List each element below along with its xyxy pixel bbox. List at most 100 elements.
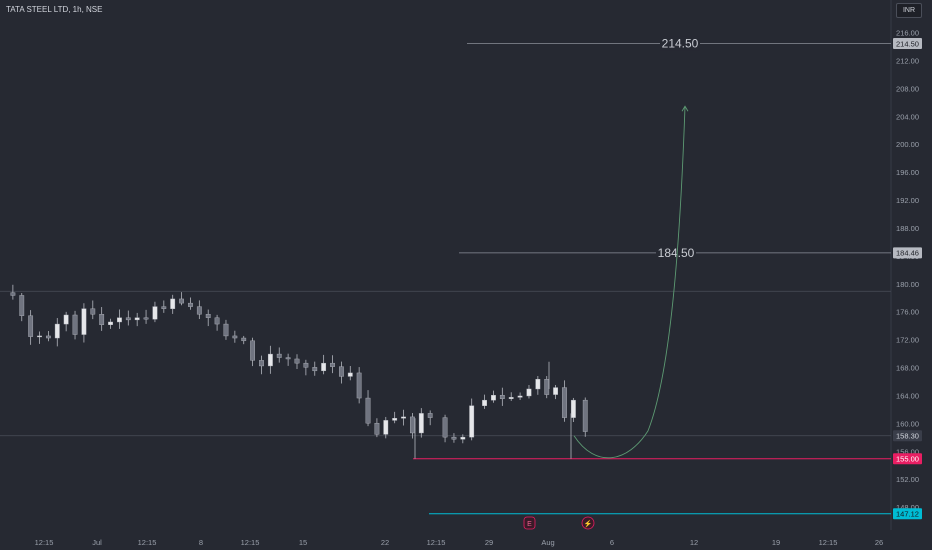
x-tick-label: 26: [875, 538, 883, 547]
candle-body: [451, 436, 457, 440]
candle-body: [392, 418, 398, 421]
candle-body: [72, 314, 78, 335]
candle-body: [303, 362, 309, 368]
candle-body: [460, 436, 466, 440]
candle-body: [442, 417, 448, 438]
level-label-bg: [656, 245, 696, 260]
candle-body: [125, 317, 131, 321]
y-tick-label: 188.00: [896, 224, 919, 233]
y-tick-label: 200.00: [896, 140, 919, 149]
x-tick-label: 19: [772, 538, 780, 547]
axis-tag-214-bg: [893, 37, 922, 49]
candle-body: [570, 399, 576, 418]
candle-body: [63, 314, 69, 325]
projection-curve: [573, 106, 686, 459]
candle-body: [418, 413, 424, 434]
candle-body: [347, 372, 353, 377]
candle-body: [499, 395, 505, 399]
projection-arrowhead: [681, 105, 689, 112]
candle-body: [374, 422, 380, 435]
axis-tag-214: 214.50: [896, 39, 919, 48]
candle-body: [179, 298, 184, 304]
y-tick-label: 208.00: [896, 84, 919, 93]
candle-body: [562, 387, 567, 418]
axis-tag-last-bg: [893, 430, 922, 442]
candle-body: [152, 306, 158, 320]
candle-body: [188, 302, 193, 307]
axis-tag-184: 184.46: [896, 249, 919, 258]
y-tick-label: 164.00: [896, 391, 919, 400]
axis-tag-low-bg: [893, 508, 922, 520]
y-tick-label: 192.00: [896, 196, 919, 205]
candle-body: [54, 323, 60, 339]
candle-body: [508, 397, 514, 399]
candle-body: [37, 335, 42, 338]
x-tick-label: 6: [610, 538, 614, 547]
candle-body: [427, 413, 433, 418]
target-label-high: 214.50: [662, 36, 699, 50]
x-tick-label: 12:15: [427, 538, 446, 547]
candle-body: [294, 358, 300, 364]
axis-tag-low: 147.12: [896, 510, 919, 519]
y-tick-label: 152.00: [896, 475, 919, 484]
x-tick-label: Aug: [541, 538, 554, 547]
candle-body: [482, 399, 487, 406]
candle-body: [259, 360, 264, 367]
candle-body: [526, 388, 532, 397]
y-tick-label: 148.00: [896, 503, 919, 512]
candle-body: [99, 314, 105, 325]
candle-body: [241, 337, 247, 342]
y-tick-label: 156.00: [896, 447, 919, 456]
y-tick-label: 212.00: [896, 56, 919, 65]
x-tick-label: 12:15: [138, 538, 157, 547]
candle-body: [214, 317, 220, 325]
candle-body: [250, 340, 256, 361]
y-tick-label: 204.00: [896, 112, 919, 121]
x-tick-label: 12: [690, 538, 698, 547]
candle-body: [321, 362, 327, 372]
candle-body: [28, 315, 34, 337]
candle-body: [205, 314, 211, 318]
candle-body: [90, 308, 96, 315]
candle-body: [356, 372, 362, 399]
candle-body: [330, 362, 335, 367]
x-tick-label: 22: [381, 538, 389, 547]
candle-body: [553, 387, 559, 395]
currency-button[interactable]: INR: [896, 3, 922, 18]
axis-tag-last: 158.30: [896, 432, 919, 441]
y-tick-label: 172.00: [896, 336, 919, 345]
candle-body: [410, 416, 415, 434]
y-tick-label: 168.00: [896, 364, 919, 373]
level-label-bg: [660, 36, 700, 51]
x-tick-label: Jul: [92, 538, 102, 547]
candle-body: [267, 353, 273, 367]
symbol-header: TATA STEEL LTD, 1h, NSE: [6, 5, 103, 14]
x-tick-label: 12:15: [241, 538, 260, 547]
candle-body: [45, 335, 51, 339]
candle-body: [469, 405, 475, 438]
candle-body: [285, 357, 291, 360]
candle-body: [223, 323, 229, 337]
x-tick-label: 12:15: [35, 538, 54, 547]
axis-tag-support-bg: [893, 453, 922, 465]
candle-body: [134, 317, 140, 321]
candle-body: [117, 317, 122, 323]
candle-body: [232, 335, 238, 339]
candle-body: [582, 399, 588, 432]
y-tick-label: 216.00: [896, 29, 919, 38]
y-tick-label: 160.00: [896, 419, 919, 428]
dividend-marker-label: ⚡: [584, 519, 593, 528]
candle-body: [19, 295, 25, 316]
candle-body: [161, 306, 167, 309]
axis-tag-184-bg: [893, 247, 922, 259]
candle-body: [544, 379, 550, 395]
target-label-mid: 184.50: [658, 246, 695, 260]
axis-tag-support: 155.00: [896, 455, 919, 464]
candle-body: [338, 366, 344, 377]
y-tick-label: 196.00: [896, 168, 919, 177]
dividend-marker: [581, 516, 595, 530]
candle-body: [517, 395, 523, 398]
x-tick-label: 8: [199, 538, 203, 547]
y-tick-label: 176.00: [896, 308, 919, 317]
